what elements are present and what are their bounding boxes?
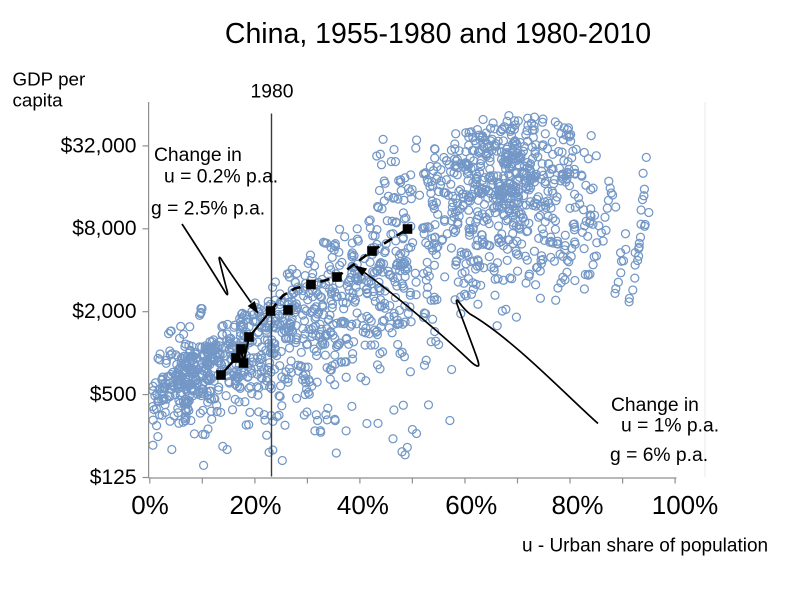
svg-text:$500: $500	[90, 383, 137, 406]
svg-text:g = 6% p.a.: g = 6% p.a.	[610, 445, 708, 466]
svg-text:80%: 80%	[551, 490, 603, 520]
svg-text:GDP per: GDP per	[13, 69, 86, 90]
svg-text:1980: 1980	[251, 82, 294, 103]
svg-text:20%: 20%	[229, 490, 281, 520]
svg-text:Change in: Change in	[154, 145, 242, 166]
svg-text:100%: 100%	[652, 490, 719, 520]
svg-text:60%: 60%	[445, 490, 497, 520]
svg-text:u = 1% p.a.: u = 1% p.a.	[621, 416, 719, 437]
svg-text:40%: 40%	[337, 490, 389, 520]
svg-text:0%: 0%	[131, 490, 169, 520]
svg-text:$32,000: $32,000	[61, 134, 137, 157]
svg-text:$2,000: $2,000	[72, 300, 136, 323]
svg-text:u = 0.2% p.a.: u = 0.2% p.a.	[164, 167, 278, 188]
svg-text:capita: capita	[13, 90, 64, 111]
svg-text:$8,000: $8,000	[72, 217, 136, 240]
svg-text:g = 2.5% p.a.: g = 2.5% p.a.	[151, 199, 265, 220]
svg-text:Change in: Change in	[611, 395, 699, 416]
svg-text:u - Urban share of population: u - Urban share of population	[522, 536, 768, 557]
svg-text:$125: $125	[90, 466, 137, 489]
svg-text:China, 1955-1980 and 1980-2010: China, 1955-1980 and 1980-2010	[225, 18, 651, 50]
